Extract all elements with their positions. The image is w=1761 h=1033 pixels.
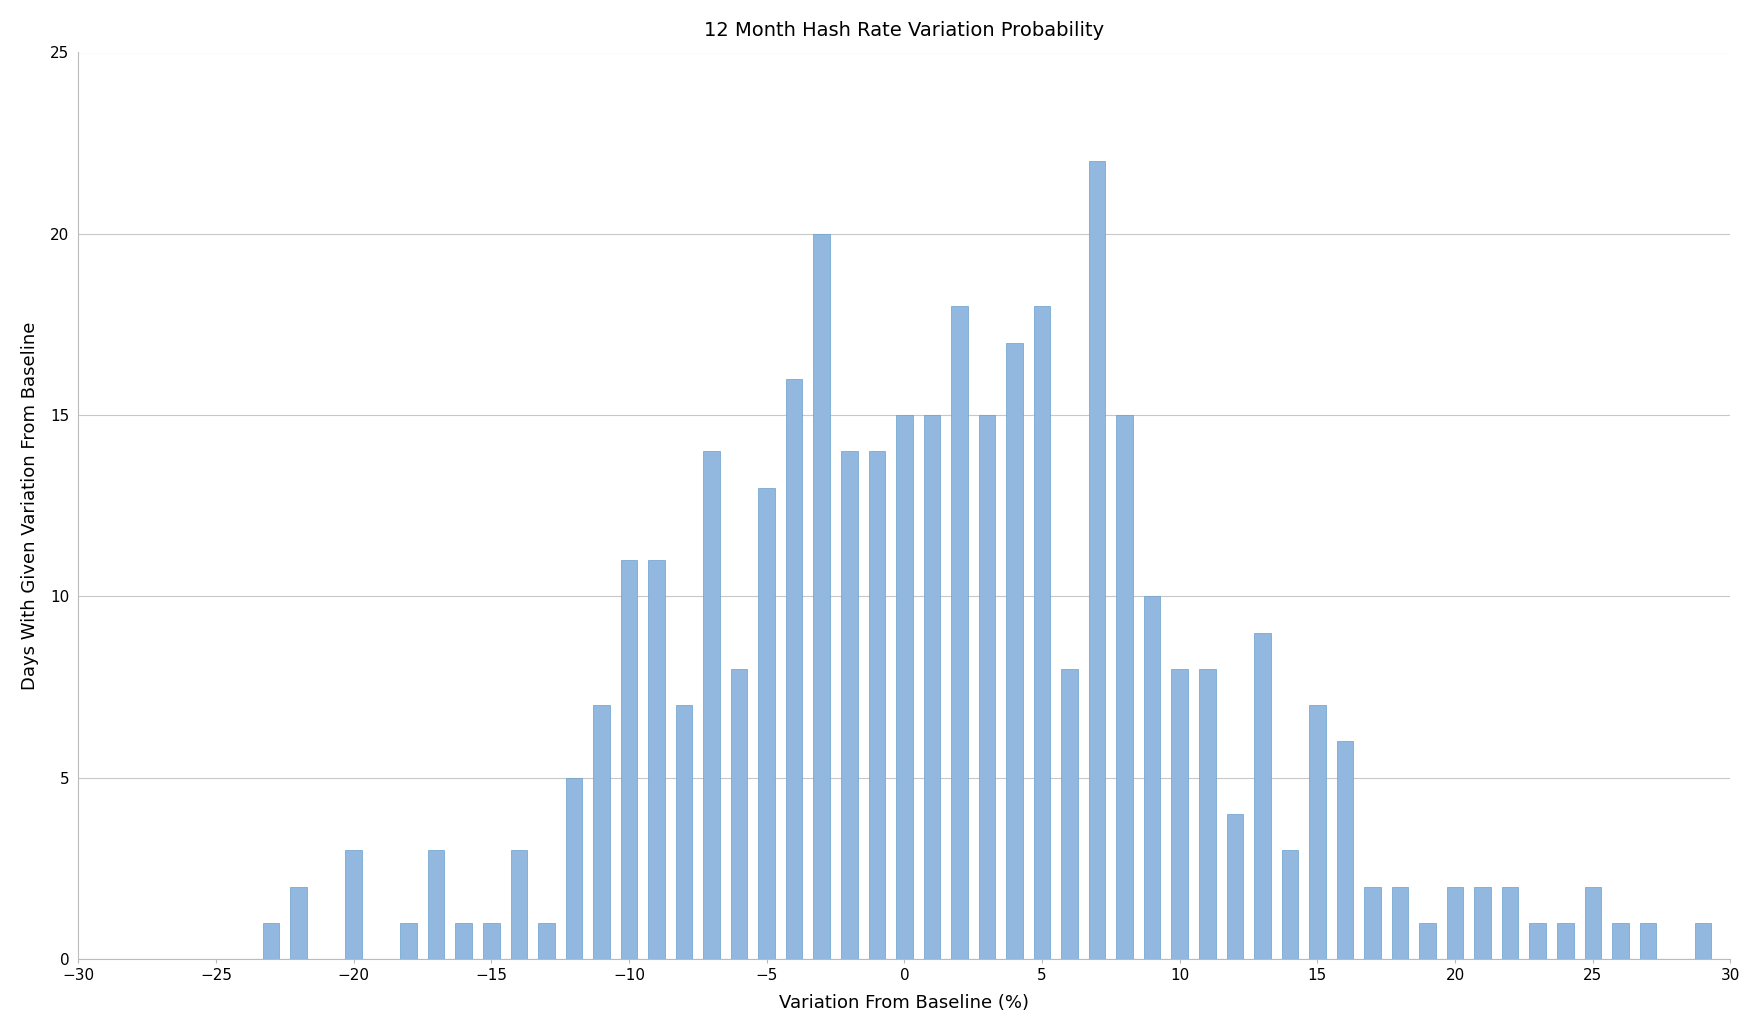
Bar (979, 415, 995, 959)
Bar (785, 379, 803, 959)
Bar (1391, 886, 1409, 959)
Bar (262, 922, 280, 959)
Bar (896, 415, 912, 959)
Bar (400, 922, 417, 959)
Bar (1474, 886, 1492, 959)
Bar (1171, 669, 1189, 959)
Bar (1585, 886, 1601, 959)
Bar (1227, 814, 1243, 959)
Bar (923, 415, 940, 959)
Bar (1116, 415, 1132, 959)
Bar (1006, 343, 1023, 959)
Bar (1337, 742, 1352, 959)
Bar (1694, 922, 1712, 959)
Bar (428, 850, 444, 959)
Y-axis label: Days With Given Variation From Baseline: Days With Given Variation From Baseline (21, 321, 39, 690)
Bar (539, 922, 555, 959)
Title: 12 Month Hash Rate Variation Probability: 12 Month Hash Rate Variation Probability (704, 21, 1104, 40)
Bar (483, 922, 500, 959)
Bar (1254, 632, 1271, 959)
Bar (1639, 922, 1655, 959)
Bar (1557, 922, 1574, 959)
Bar (565, 778, 583, 959)
Bar (1502, 886, 1518, 959)
Bar (1088, 161, 1106, 959)
Bar (456, 922, 472, 959)
Bar (814, 233, 829, 959)
Bar (1282, 850, 1298, 959)
Bar (648, 560, 664, 959)
Bar (1062, 669, 1078, 959)
Bar (345, 850, 361, 959)
Bar (1145, 596, 1160, 959)
X-axis label: Variation From Baseline (%): Variation From Baseline (%) (780, 994, 1030, 1012)
Bar (1419, 922, 1435, 959)
Bar (1365, 886, 1381, 959)
Bar (1199, 669, 1215, 959)
Bar (1448, 886, 1463, 959)
Bar (676, 706, 692, 959)
Bar (511, 850, 527, 959)
Bar (868, 451, 886, 959)
Bar (731, 669, 747, 959)
Bar (291, 886, 306, 959)
Bar (1308, 706, 1326, 959)
Bar (951, 307, 969, 959)
Bar (1530, 922, 1546, 959)
Bar (842, 451, 858, 959)
Bar (759, 488, 775, 959)
Bar (703, 451, 720, 959)
Bar (1034, 307, 1050, 959)
Bar (593, 706, 609, 959)
Bar (620, 560, 637, 959)
Bar (1611, 922, 1629, 959)
